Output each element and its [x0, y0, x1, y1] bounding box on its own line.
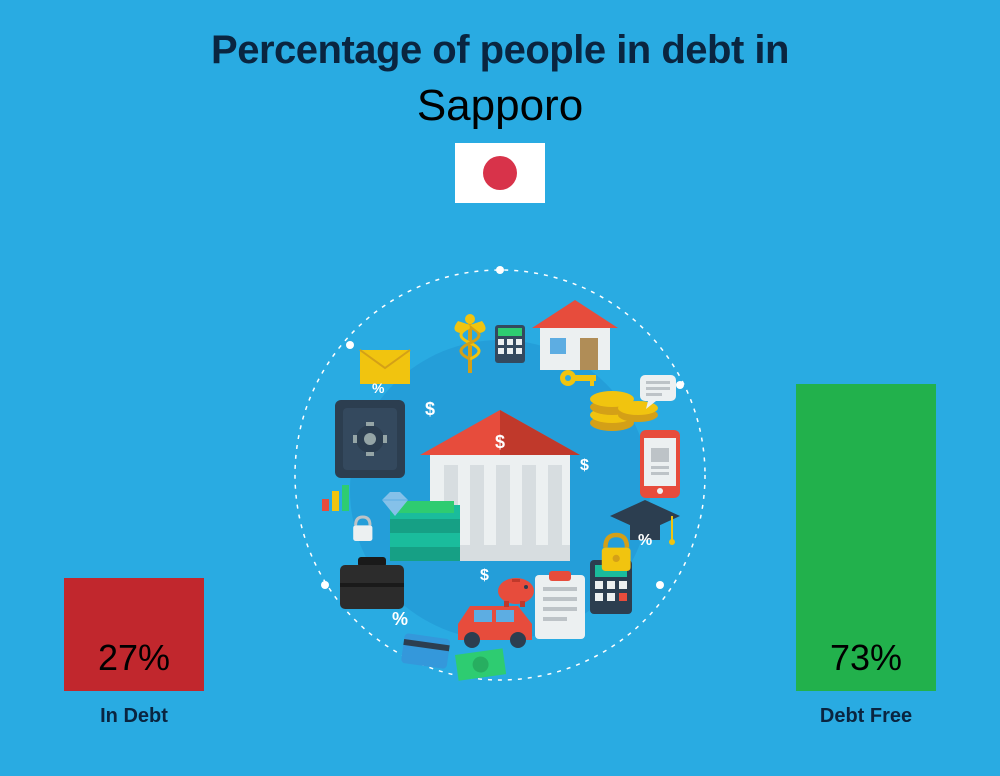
- page-title: Percentage of people in debt in: [0, 0, 1000, 73]
- bar-rect-debt-free: 73%: [796, 384, 936, 691]
- city-name: Sapporo: [0, 81, 1000, 131]
- bar-rect-in-debt: 27%: [64, 578, 204, 691]
- flag-japan: [455, 143, 545, 203]
- bar-label-in-debt: In Debt: [64, 705, 204, 728]
- bar-debt-free: 73% Debt Free: [796, 384, 936, 728]
- bar-in-debt: 27% In Debt: [64, 578, 204, 728]
- flag-dot-icon: [483, 156, 517, 190]
- bar-value-debt-free: 73%: [830, 637, 902, 691]
- bar-label-debt-free: Debt Free: [796, 705, 936, 728]
- bars-container: 27% In Debt 73% Debt Free: [0, 208, 1000, 728]
- bar-value-in-debt: 27%: [98, 637, 170, 691]
